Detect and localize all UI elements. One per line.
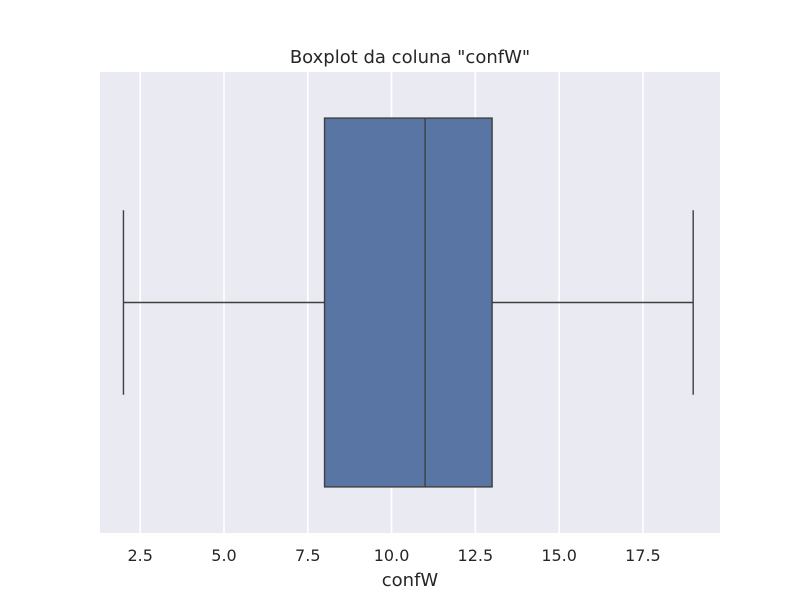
chart-title: Boxplot da coluna "confW" xyxy=(290,47,530,68)
x-tick-labels: 2.5 5.0 7.5 10.0 12.5 15.0 17.5 xyxy=(127,546,660,565)
x-tick-label: 17.5 xyxy=(625,546,661,565)
x-tick-label: 15.0 xyxy=(541,546,577,565)
x-tick-label: 5.0 xyxy=(211,546,236,565)
x-tick-label: 2.5 xyxy=(127,546,152,565)
x-tick-label: 7.5 xyxy=(295,546,320,565)
interquartile-box xyxy=(323,117,493,488)
x-tick-label: 10.0 xyxy=(374,546,410,565)
x-tick-label: 12.5 xyxy=(458,546,494,565)
x-axis-label: confW xyxy=(382,570,439,591)
box-layer xyxy=(122,117,694,488)
